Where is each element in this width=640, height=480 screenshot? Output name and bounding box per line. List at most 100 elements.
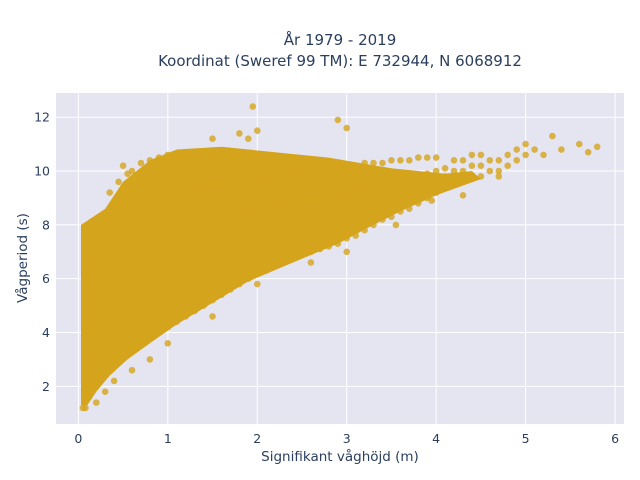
- data-point: [289, 200, 297, 207]
- data-point: [155, 173, 163, 180]
- data-point: [115, 200, 122, 207]
- data-point: [88, 288, 96, 296]
- data-point: [388, 157, 395, 164]
- data-point: [370, 183, 377, 191]
- data-point: [137, 253, 145, 261]
- chart-title-line-1: År 1979 - 2019: [284, 30, 397, 49]
- data-point: [146, 356, 154, 363]
- data-point: [343, 235, 351, 242]
- data-point: [164, 200, 172, 207]
- data-point: [271, 261, 279, 269]
- data-point: [289, 226, 297, 234]
- data-point: [343, 248, 351, 256]
- data-point: [128, 189, 136, 196]
- data-point: [209, 157, 216, 164]
- data-point: [218, 154, 225, 161]
- data-point: [531, 146, 538, 153]
- data-point: [191, 186, 198, 194]
- data-point: [415, 154, 422, 161]
- data-point: [101, 296, 109, 304]
- data-point: [513, 157, 520, 164]
- data-point: [155, 286, 163, 293]
- data-point: [459, 192, 467, 199]
- x-tick-label: 5: [522, 431, 530, 446]
- data-point: [334, 216, 342, 223]
- data-point: [119, 270, 127, 277]
- data-point: [200, 183, 207, 191]
- data-point: [437, 183, 444, 191]
- data-point: [271, 202, 279, 210]
- data-point: [495, 167, 503, 175]
- y-tick-label: 2: [42, 379, 50, 394]
- data-point: [93, 345, 100, 353]
- data-point: [253, 151, 261, 159]
- data-point: [432, 154, 440, 161]
- data-point: [236, 208, 243, 215]
- data-point: [173, 318, 181, 326]
- data-point: [253, 127, 261, 134]
- data-point: [173, 232, 181, 239]
- data-point: [459, 178, 467, 186]
- data-point: [298, 170, 306, 177]
- data-point: [137, 296, 145, 304]
- data-point: [307, 167, 315, 175]
- data-point: [236, 243, 243, 250]
- data-point: [106, 361, 113, 369]
- data-point: [209, 181, 216, 188]
- data-point: [423, 154, 431, 161]
- data-point: [504, 151, 512, 159]
- data-point: [79, 404, 87, 412]
- data-point: [352, 210, 360, 218]
- data-point: [182, 189, 189, 196]
- data-point: [379, 159, 386, 167]
- data-point: [137, 340, 145, 347]
- data-point: [137, 159, 145, 167]
- data-point: [316, 245, 324, 253]
- data-point: [415, 189, 422, 196]
- data-point: [164, 280, 172, 288]
- data-point: [253, 270, 261, 277]
- data-point: [155, 205, 163, 212]
- data-point: [191, 264, 198, 272]
- data-point: [137, 216, 145, 223]
- x-tick-label: 0: [74, 431, 82, 446]
- data-point: [93, 280, 100, 288]
- data-point: [101, 388, 109, 396]
- data-point: [97, 372, 104, 379]
- data-point: [88, 356, 96, 363]
- data-point: [155, 329, 163, 336]
- data-point: [262, 173, 270, 180]
- data-point: [97, 224, 104, 231]
- data-point: [173, 194, 181, 202]
- data-point: [298, 224, 306, 231]
- data-point: [280, 170, 288, 177]
- data-point: [137, 183, 145, 191]
- data-point: [245, 275, 252, 283]
- data-point: [128, 221, 136, 229]
- data-point: [209, 135, 216, 142]
- data-point: [106, 286, 113, 293]
- data-point: [146, 178, 154, 186]
- data-point: [271, 232, 279, 239]
- data-point: [173, 167, 181, 175]
- data-point: [146, 157, 154, 164]
- data-point: [370, 221, 377, 229]
- data-point: [101, 366, 109, 374]
- data-point: [298, 251, 306, 258]
- data-point: [236, 130, 243, 137]
- data-point: [106, 189, 113, 196]
- data-point: [227, 210, 234, 218]
- data-point: [280, 200, 288, 207]
- data-point: [182, 313, 189, 320]
- y-tick-label: 8: [42, 217, 50, 232]
- data-point: [406, 157, 413, 164]
- data-point: [361, 226, 368, 234]
- data-point: [468, 151, 476, 159]
- data-point: [307, 194, 315, 202]
- data-point: [352, 162, 360, 169]
- data-point: [97, 264, 104, 272]
- data-point: [522, 151, 529, 159]
- data-point: [423, 170, 431, 177]
- data-point: [370, 205, 377, 212]
